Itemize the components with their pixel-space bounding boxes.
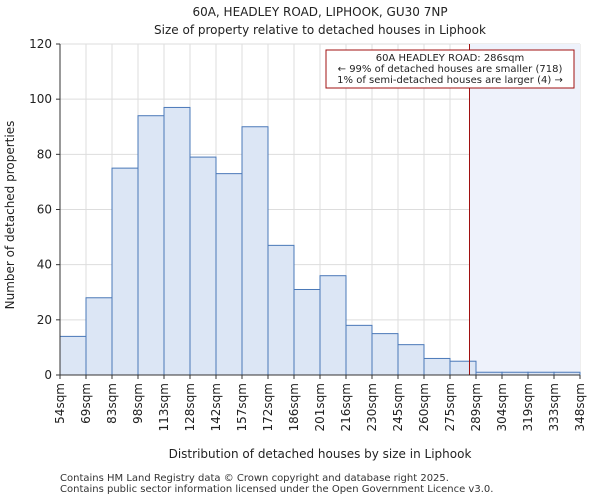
x-tick-label: 186sqm xyxy=(287,383,301,431)
bar-260sqm xyxy=(423,357,451,376)
x-tick-label: 157sqm xyxy=(235,383,249,431)
bar-113sqm xyxy=(163,106,191,376)
bar-157sqm xyxy=(241,126,269,376)
y-tick-label: 40 xyxy=(37,258,52,272)
highlight-region xyxy=(469,44,580,375)
bar-128sqm xyxy=(189,156,217,376)
x-tick-label: 69sqm xyxy=(79,383,93,424)
bar-230sqm xyxy=(371,333,399,376)
bar-98sqm xyxy=(137,115,165,376)
x-tick-label: 113sqm xyxy=(157,383,171,431)
x-tick-label: 142sqm xyxy=(209,383,223,431)
footer-line-1: Contains HM Land Registry data © Crown c… xyxy=(60,473,449,484)
y-ticks: 0 20 40 60 80 100 120 xyxy=(29,37,60,382)
x-tick-label: 216sqm xyxy=(339,383,353,431)
x-tick-label: 54sqm xyxy=(53,383,67,424)
x-axis-label: Distribution of detached houses by size … xyxy=(169,447,472,461)
y-tick-label: 0 xyxy=(44,368,52,382)
x-tick-label: 260sqm xyxy=(417,383,431,431)
bar-201sqm xyxy=(319,275,347,376)
bar-54sqm xyxy=(59,335,87,376)
y-axis-label: Number of detached properties xyxy=(3,121,17,310)
x-tick-label: 230sqm xyxy=(365,383,379,431)
bar-186sqm xyxy=(293,288,321,376)
x-tick-label: 275sqm xyxy=(443,383,457,431)
y-tick-label: 20 xyxy=(37,313,52,327)
bar-172sqm xyxy=(267,244,295,376)
x-ticks: 54sqm 69sqm 83sqm 98sqm 113sqm 128sqm 142sqm 15… xyxy=(53,375,587,431)
bar-83sqm xyxy=(111,167,139,376)
x-tick-label: 245sqm xyxy=(391,383,405,431)
y-tick-label: 120 xyxy=(29,37,52,51)
chart-subtitle: Size of property relative to detached ho… xyxy=(154,23,486,37)
bar-69sqm xyxy=(85,297,113,376)
bar-275sqm xyxy=(449,360,477,376)
x-tick-label: 98sqm xyxy=(131,383,145,424)
x-tick-label: 319sqm xyxy=(521,383,535,431)
annotation-box: 60A HEADLEY ROAD: 286sqm ← 99% of detach… xyxy=(325,49,575,89)
bars xyxy=(59,106,581,376)
x-tick-label: 83sqm xyxy=(105,383,119,424)
x-tick-label: 201sqm xyxy=(313,383,327,431)
x-tick-label: 304sqm xyxy=(495,383,509,431)
x-tick-label: 348sqm xyxy=(573,383,587,431)
annotation-line-3: 1% of semi-detached houses are larger (4… xyxy=(337,75,563,86)
x-tick-label: 289sqm xyxy=(469,383,483,431)
larger-region-shade xyxy=(469,44,580,375)
annotation-border xyxy=(325,49,575,89)
footer-line-2: Contains public sector information licen… xyxy=(60,484,494,495)
annotation-line-2: ← 99% of detached houses are smaller (71… xyxy=(338,64,563,75)
x-tick-label: 333sqm xyxy=(547,383,561,431)
annotation-line-1: 60A HEADLEY ROAD: 286sqm xyxy=(376,53,524,64)
x-tick-label: 128sqm xyxy=(183,383,197,431)
y-tick-label: 60 xyxy=(37,203,52,217)
y-tick-label: 100 xyxy=(29,92,52,106)
bar-245sqm xyxy=(397,344,425,376)
chart-title: 60A, HEADLEY ROAD, LIPHOOK, GU30 7NP xyxy=(192,5,447,19)
y-tick-label: 80 xyxy=(37,147,52,161)
x-tick-label: 172sqm xyxy=(261,383,275,431)
bar-142sqm xyxy=(215,173,243,376)
bar-216sqm xyxy=(345,324,373,376)
